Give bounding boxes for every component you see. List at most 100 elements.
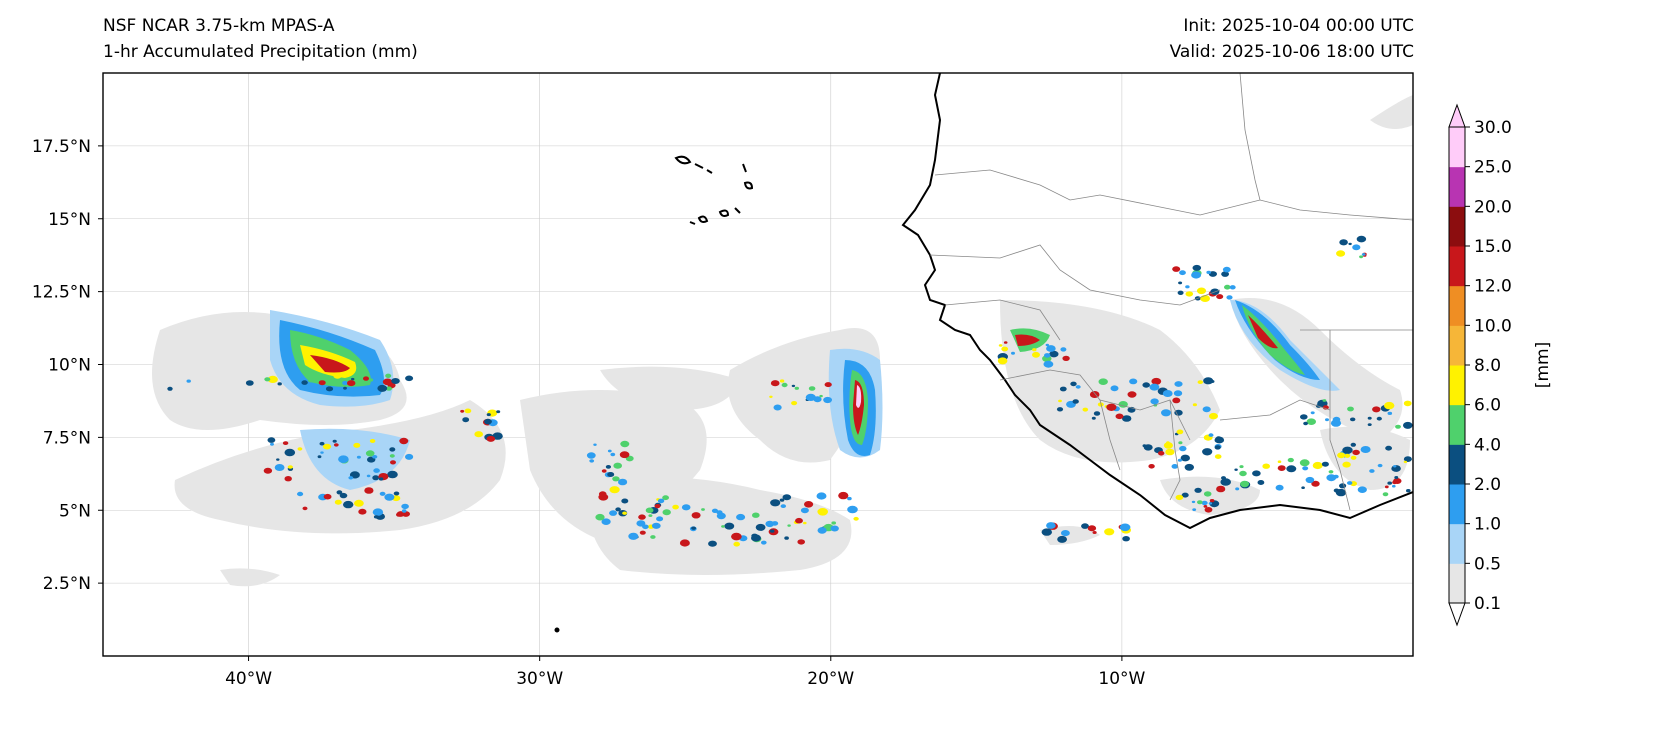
precip-cell	[1092, 531, 1097, 534]
precip-cell	[363, 376, 369, 381]
precip-cell	[1041, 528, 1053, 536]
colorbar-level-label: 12.0	[1474, 277, 1512, 297]
precip-cell	[270, 442, 274, 446]
precip-cell	[377, 384, 388, 392]
lon-tick-label: 30°W	[516, 669, 563, 689]
precip-field	[152, 73, 1413, 633]
precip-cell	[287, 465, 293, 469]
init-time: Init: 2025-10-04 00:00 UTC	[1183, 16, 1414, 36]
precip-cell	[1151, 377, 1162, 385]
precip-cell	[1310, 411, 1315, 415]
precip-cell	[691, 526, 696, 530]
precip-cell	[1202, 448, 1213, 456]
precip-cell	[351, 377, 355, 381]
precip-cell	[366, 474, 371, 478]
precip-cell	[816, 492, 827, 500]
precip-cell	[607, 449, 612, 453]
precip-cell	[336, 490, 343, 495]
precip-cell	[1171, 464, 1179, 469]
precip-cell	[1208, 433, 1214, 437]
precip-cell	[1367, 423, 1372, 426]
precip-cell	[1200, 295, 1210, 302]
precip-cell	[838, 491, 849, 500]
precip-cell	[1062, 355, 1070, 361]
precip-cell	[1240, 480, 1250, 488]
precip-cell	[1208, 502, 1213, 505]
precip-cell	[1395, 424, 1401, 429]
precip-cell	[1372, 406, 1381, 413]
precip-cell	[645, 507, 654, 514]
precip-cell	[615, 507, 621, 512]
precip-cell	[701, 508, 705, 511]
precip-light-areas	[152, 95, 1413, 587]
colorbar-level-label: 0.5	[1474, 554, 1501, 574]
precip-cell	[1150, 398, 1159, 405]
precip-cell	[401, 503, 409, 510]
precip-cell	[373, 515, 379, 519]
precip-cell	[1059, 386, 1067, 392]
precip-cell	[339, 492, 348, 499]
precip-cell	[1110, 385, 1119, 392]
precip-cell	[1081, 523, 1089, 529]
lat-tick-label: 5°N	[59, 501, 91, 521]
precip-cell	[1173, 390, 1183, 397]
precip-cell	[1394, 476, 1399, 479]
precip-cell	[803, 521, 807, 525]
precip-cell	[1098, 378, 1108, 386]
precip-cell	[1172, 397, 1181, 404]
precip-cell	[805, 393, 816, 401]
precip-cell	[1203, 377, 1214, 385]
precip-cell	[1357, 486, 1367, 494]
precip-cell	[282, 441, 289, 445]
precip-cell	[389, 447, 396, 452]
precip-cell	[389, 454, 395, 458]
precip-cell	[358, 386, 363, 390]
precip-cell	[1072, 399, 1079, 404]
precip-cell	[1299, 459, 1310, 467]
precip-cell	[1179, 445, 1187, 452]
precip-cell	[1172, 266, 1181, 272]
precip-cell	[1392, 480, 1398, 485]
precip-cell	[284, 448, 296, 457]
precip-cell	[817, 508, 828, 516]
precip-cell	[1082, 407, 1089, 412]
precip-cell	[1216, 294, 1224, 300]
lat-tick-label: 15°N	[48, 210, 91, 230]
precip-cell	[334, 499, 342, 505]
precip-cell	[1061, 530, 1070, 537]
precip-cell	[1060, 347, 1067, 352]
colorbar-swatch	[1449, 285, 1465, 326]
precip-cell	[824, 382, 832, 388]
precip-cell	[804, 501, 814, 508]
precip-cell	[338, 455, 349, 464]
precip-cell	[385, 386, 392, 391]
precip-cell	[1180, 454, 1191, 462]
precip-cell	[399, 437, 409, 445]
precip-cell	[613, 462, 622, 469]
precip-cell	[691, 512, 701, 519]
precip-cell	[1339, 483, 1347, 489]
precip-cell	[1165, 448, 1175, 456]
precip-cell	[1177, 458, 1182, 462]
precip-cell	[586, 452, 596, 459]
precip-cell	[1106, 403, 1117, 411]
precip-cell	[1333, 474, 1339, 479]
precip-cell	[1192, 264, 1202, 271]
precip-cell	[365, 450, 375, 457]
precip-cell	[1287, 457, 1294, 463]
precip-cell	[277, 382, 282, 386]
precip-cell	[1197, 380, 1204, 384]
precip-cell	[1197, 500, 1203, 505]
precip-cell	[368, 378, 374, 382]
precip-cell	[1049, 350, 1059, 358]
precip-cell	[1184, 463, 1195, 471]
precip-cell	[1337, 452, 1346, 459]
precip-cell	[302, 506, 308, 511]
precip-cell	[711, 508, 719, 513]
precip-cell	[589, 459, 595, 463]
lat-tick-label: 2.5°N	[43, 574, 91, 594]
precip-cell	[736, 513, 746, 521]
precip-cell	[997, 357, 1008, 365]
precip-cell	[1178, 281, 1183, 285]
